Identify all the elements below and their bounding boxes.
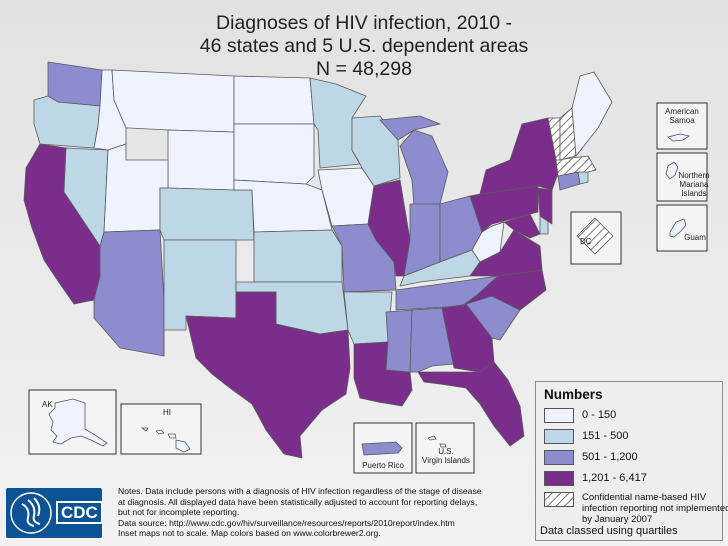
state-sd bbox=[233, 123, 315, 185]
northern-mariana-label-3: Islands bbox=[681, 189, 706, 198]
virgin-islands-label: U.S. bbox=[438, 447, 454, 456]
dc-label: DC bbox=[580, 237, 592, 246]
hawaii-label: HI bbox=[163, 408, 171, 417]
legend-title: Numbers bbox=[544, 387, 603, 402]
virgin-islands-inset bbox=[415, 422, 475, 474]
state-mi bbox=[379, 115, 449, 207]
american-samoa-label-2: Samoa bbox=[669, 116, 695, 125]
legend-swatch-4 bbox=[544, 471, 574, 486]
hawaii-shape bbox=[140, 427, 191, 453]
alaska-label: AK bbox=[42, 400, 53, 409]
legend-footer: Data classed using quartiles bbox=[540, 525, 678, 537]
state-wy bbox=[167, 129, 235, 191]
legend-label-3: 501 - 1,200 bbox=[582, 451, 638, 463]
american-samoa-inset bbox=[656, 102, 708, 150]
northern-mariana-label-2: Mariana bbox=[680, 180, 709, 189]
american-samoa-label: American bbox=[665, 107, 699, 116]
legend-label-2: 151 - 500 bbox=[582, 430, 629, 442]
hhs-eagle-icon bbox=[10, 492, 52, 534]
state-nd bbox=[233, 75, 315, 125]
virgin-islands-shape bbox=[427, 435, 447, 448]
guam-label: Guam bbox=[684, 233, 706, 242]
state-ma bbox=[555, 155, 597, 177]
state-az bbox=[93, 229, 165, 357]
legend-swatch-3 bbox=[544, 450, 574, 465]
notes-line-3: but not for incomplete reporting. bbox=[118, 507, 240, 517]
state-tx bbox=[185, 291, 351, 459]
notes-line-4: Data source: http://www.cdc.gov/hiv/surv… bbox=[118, 517, 455, 528]
legend: Numbers 0 - 150 151 - 500 501 - 1,200 1,… bbox=[535, 381, 728, 541]
puerto-rico-shape bbox=[361, 441, 403, 456]
puerto-rico-label: Puerto Rico bbox=[362, 461, 404, 470]
title-line-1: Diagnoses of HIV infection, 2010 - bbox=[216, 12, 512, 34]
state-il bbox=[367, 179, 411, 277]
title-line-2: 46 states and 5 U.S. dependent areas bbox=[199, 35, 529, 57]
cdc-logo: CDC bbox=[6, 488, 103, 538]
legend-hatch-label: Confidential name-based HIV infection re… bbox=[582, 492, 728, 525]
legend-swatch-1 bbox=[544, 408, 574, 423]
legend-label-4: 1,201 - 6,417 bbox=[582, 472, 647, 484]
state-ar bbox=[343, 291, 393, 345]
virgin-islands-label-2: Virgin Islands bbox=[422, 456, 470, 465]
american-samoa-shape bbox=[667, 133, 691, 142]
legend-swatch-2 bbox=[544, 429, 574, 444]
state-ri bbox=[577, 171, 589, 185]
notes-line-5: Inset maps not to scale. Map colors base… bbox=[118, 528, 381, 538]
state-me bbox=[571, 71, 613, 157]
northern-mariana-inset bbox=[656, 152, 708, 202]
state-ks bbox=[253, 229, 343, 283]
state-wa bbox=[47, 61, 103, 107]
northern-mariana-label: Northern bbox=[678, 171, 709, 180]
state-mt bbox=[111, 69, 235, 133]
state-co bbox=[159, 187, 255, 241]
dc-shape bbox=[576, 217, 614, 255]
alaska-shape bbox=[48, 398, 108, 447]
cdc-logo-text: CDC bbox=[56, 501, 103, 524]
state-ut bbox=[103, 143, 169, 233]
map-title: Diagnoses of HIV infection, 2010 - 46 st… bbox=[0, 12, 728, 81]
notes-line-2: at diagnosis. All displayed data have be… bbox=[118, 496, 478, 507]
state-nm bbox=[163, 239, 237, 357]
state-ny bbox=[479, 117, 561, 195]
state-nc bbox=[461, 269, 547, 311]
state-fl bbox=[417, 361, 525, 447]
title-line-3: N = 48,298 bbox=[316, 58, 412, 80]
state-nj bbox=[537, 187, 553, 225]
hawaii-inset bbox=[120, 403, 202, 455]
legend-swatch-hatch bbox=[544, 492, 574, 507]
legend-label-1: 0 - 150 bbox=[582, 409, 617, 421]
northern-mariana-shape bbox=[665, 161, 679, 180]
state-ms bbox=[385, 309, 413, 373]
notes: Notes. Data include persons with a diagn… bbox=[118, 486, 538, 539]
guam-shape bbox=[669, 218, 687, 238]
notes-line-1: Notes. Data include persons with a diagn… bbox=[118, 486, 482, 496]
